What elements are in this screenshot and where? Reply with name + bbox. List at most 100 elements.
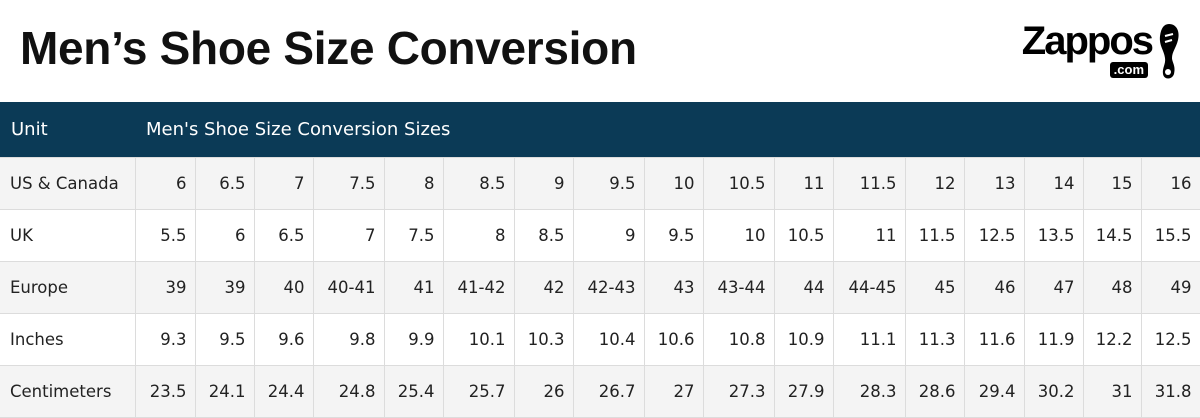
size-cell: 12.5 xyxy=(963,209,1025,262)
size-cell: 10.9 xyxy=(773,313,834,366)
size-cell: 23.5 xyxy=(134,365,196,418)
size-table: Unit Men's Shoe Size Conversion Sizes US… xyxy=(0,102,1200,418)
size-cell: 10.6 xyxy=(643,313,704,366)
size-cell: 5.5 xyxy=(134,209,196,262)
size-cell: 16 xyxy=(1140,157,1200,210)
size-cell: 12 xyxy=(904,157,965,210)
size-cell: 39 xyxy=(134,261,196,314)
logo-shoe-icon xyxy=(1159,24,1179,79)
size-cell: 24.1 xyxy=(194,365,255,418)
size-cell: 39 xyxy=(194,261,255,314)
size-cell: 44 xyxy=(773,261,834,314)
logo-suffix: .com xyxy=(1109,62,1148,78)
size-cell: 9.8 xyxy=(312,313,385,366)
size-cell: 6 xyxy=(134,157,196,210)
size-cell: 15.5 xyxy=(1140,209,1200,262)
size-cell: 49 xyxy=(1140,261,1200,314)
size-cell: 11.3 xyxy=(904,313,965,366)
size-cell: 41 xyxy=(383,261,444,314)
size-cell: 48 xyxy=(1082,261,1142,314)
size-cell: 11.6 xyxy=(963,313,1025,366)
size-cell: 11 xyxy=(773,157,834,210)
size-cell: 8.5 xyxy=(513,209,574,262)
size-cell: 29.4 xyxy=(963,365,1025,418)
size-cell: 8 xyxy=(442,209,515,262)
table-row: UK 5.5 6 6.5 7 7.5 8 8.5 9 9.5 10 10.5 11 11.5 12.5 13.… xyxy=(0,209,1200,262)
column-header: Men's Shoe Size Conversion Sizes xyxy=(135,102,1200,158)
size-cell: 28.3 xyxy=(832,365,906,418)
size-cell: 24.4 xyxy=(253,365,314,418)
size-cell: 27.3 xyxy=(702,365,775,418)
size-cell: 40-41 xyxy=(312,261,385,314)
size-cell: 31.8 xyxy=(1140,365,1200,418)
size-cell: 24.8 xyxy=(312,365,385,418)
size-cell: 10.1 xyxy=(442,313,515,366)
size-cell: 14 xyxy=(1023,157,1084,210)
size-cell: 10 xyxy=(643,157,704,210)
row-label: Europe xyxy=(0,261,136,314)
size-cell: 9.9 xyxy=(383,313,444,366)
size-cell: 41-42 xyxy=(442,261,515,314)
size-cell: 6.5 xyxy=(194,157,255,210)
size-cell: 13 xyxy=(963,157,1025,210)
size-cell: 6.5 xyxy=(253,209,314,262)
size-cell: 11.9 xyxy=(1023,313,1084,366)
size-cell: 10.8 xyxy=(702,313,775,366)
size-cell: 7 xyxy=(312,209,385,262)
size-cell: 26 xyxy=(513,365,574,418)
logo-brand: Zappos xyxy=(1021,19,1154,63)
size-cell: 44-45 xyxy=(832,261,906,314)
row-label: Centimeters xyxy=(0,365,136,418)
size-cell: 10.5 xyxy=(773,209,834,262)
size-cell: 40 xyxy=(253,261,314,314)
size-cell: 43-44 xyxy=(702,261,775,314)
logo[interactable]: Zappos .com xyxy=(1022,18,1182,84)
table-row: Europe 39 39 40 40-41 41 41-42 42 42-43 43 43-44 44… xyxy=(0,261,1200,314)
size-cell: 13.5 xyxy=(1023,209,1084,262)
size-cell: 45 xyxy=(904,261,965,314)
size-cell: 10 xyxy=(702,209,775,262)
size-cell: 26.7 xyxy=(572,365,645,418)
size-cell: 8.5 xyxy=(442,157,515,210)
size-cell: 46 xyxy=(963,261,1025,314)
size-cell: 15 xyxy=(1082,157,1142,210)
size-cell: 11.1 xyxy=(832,313,906,366)
size-cell: 30.2 xyxy=(1023,365,1084,418)
size-cell: 7 xyxy=(253,157,314,210)
size-cell: 10.3 xyxy=(513,313,574,366)
row-label: Inches xyxy=(0,313,136,366)
size-cell: 11.5 xyxy=(904,209,965,262)
column-header: Unit xyxy=(0,102,135,158)
size-cell: 47 xyxy=(1023,261,1084,314)
size-cell: 6 xyxy=(194,209,255,262)
table-row: Inches 9.3 9.5 9.6 9.8 9.9 10.1 10.3 10.4 10.6 10.… xyxy=(0,313,1200,366)
size-cell: 9.5 xyxy=(194,313,255,366)
size-cell: 27 xyxy=(643,365,704,418)
table-row: US & Canada 6 6.5 7 7.5 8 8.5 9 9.5 10 10.5 11 11.5 1… xyxy=(0,157,1200,210)
size-cell: 42 xyxy=(513,261,574,314)
size-cell: 9.5 xyxy=(572,157,645,210)
size-cell: 11.5 xyxy=(832,157,906,210)
header-row: Unit Men's Shoe Size Conversion Sizes xyxy=(0,102,1200,158)
size-cell: 14.5 xyxy=(1082,209,1142,262)
size-cell: 31 xyxy=(1082,365,1142,418)
table-row: Centimeters 23.5 24.1 24.4 24.8 25.4 25.7 26 26.… xyxy=(0,365,1200,418)
size-cell: 9.5 xyxy=(643,209,704,262)
size-cell: 9 xyxy=(513,157,574,210)
row-label: US & Canada xyxy=(0,157,136,210)
size-cell: 9.3 xyxy=(134,313,196,366)
size-cell: 7.5 xyxy=(383,209,444,262)
size-cell: 25.7 xyxy=(442,365,515,418)
size-cell: 9.6 xyxy=(253,313,314,366)
size-cell: 25.4 xyxy=(383,365,444,418)
size-cell: 12.2 xyxy=(1082,313,1142,366)
size-cell: 8 xyxy=(383,157,444,210)
size-cell: 28.6 xyxy=(904,365,965,418)
size-cell: 11 xyxy=(832,209,906,262)
size-cell: 9 xyxy=(572,209,645,262)
size-cell: 7.5 xyxy=(312,157,385,210)
row-label: UK xyxy=(0,209,136,262)
size-cell: 43 xyxy=(643,261,704,314)
page-title: Men’s Shoe Size Conversion xyxy=(20,22,637,74)
